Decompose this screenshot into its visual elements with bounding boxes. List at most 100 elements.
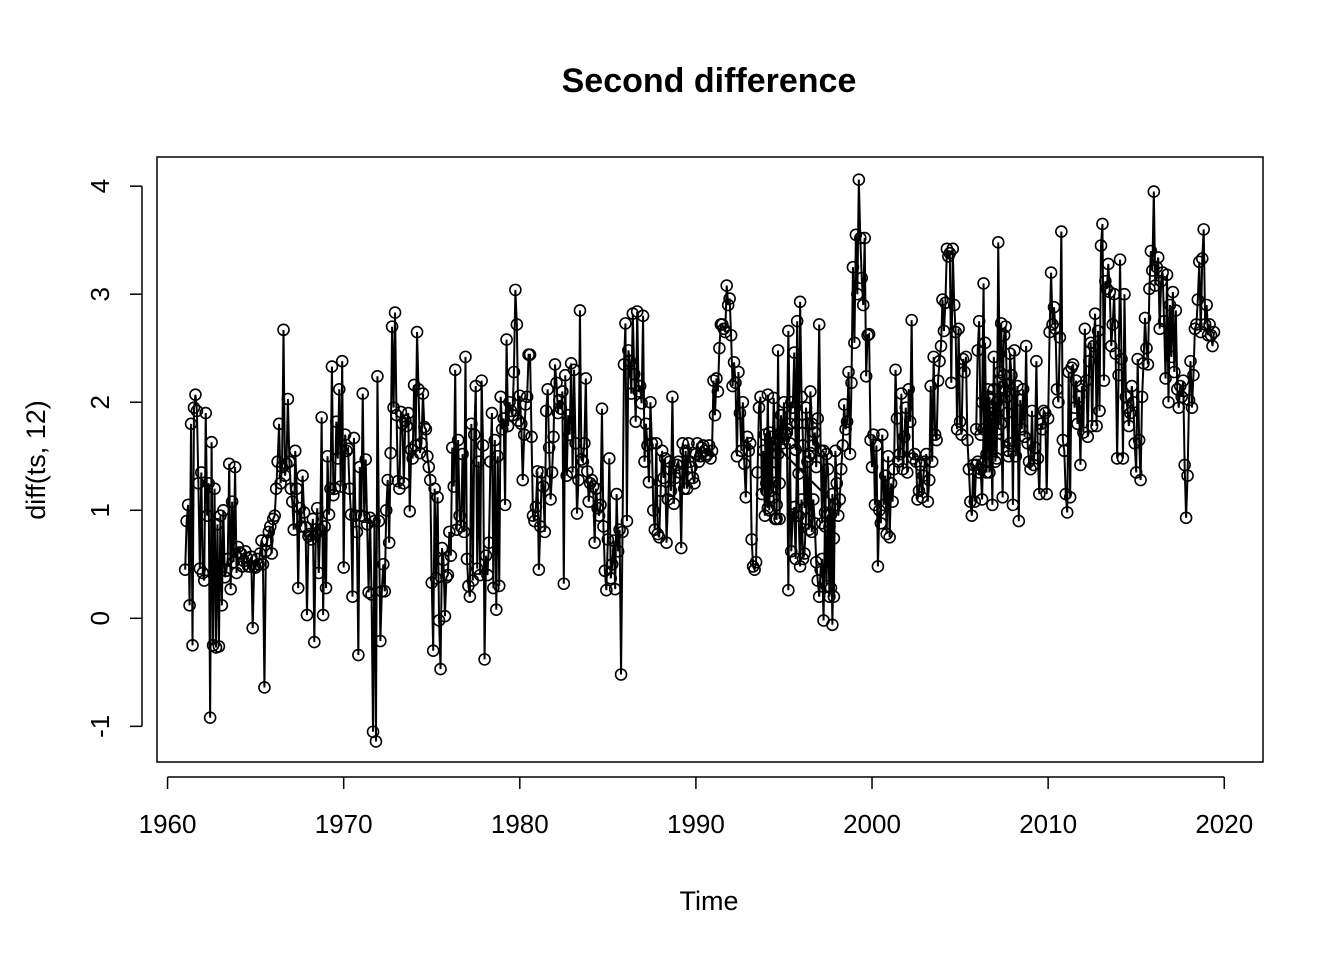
data-point [1085,419,1099,433]
data-point [563,428,576,441]
data-point [602,452,616,465]
data-point [855,271,869,285]
data-point [613,523,626,537]
data-point [557,577,571,591]
data-point [986,406,999,420]
data-point [934,339,948,353]
data-point [327,488,340,502]
data-point [578,436,591,450]
data-point [1181,469,1194,483]
data-point [359,453,372,466]
data-point [575,453,588,466]
data-point [261,534,274,547]
data-point [1090,419,1103,433]
data-point [890,412,904,425]
data-point [1052,395,1065,409]
data-point [494,390,508,404]
data-point [1200,298,1213,312]
data-point [779,428,792,441]
data-point [1081,430,1095,444]
data-point [542,441,556,454]
data-point [554,402,568,416]
data-point [309,527,323,541]
data-point [356,387,370,400]
data-point [802,449,816,463]
data-point [278,469,292,483]
data-point [884,476,898,490]
y-tick-label: 4 [85,179,115,193]
data-point [831,509,845,522]
data-point [839,422,852,436]
data-point [403,505,417,518]
data-point [567,363,581,377]
data-point [984,439,998,452]
data-point [767,391,781,405]
data-point [883,530,896,544]
data-point [416,387,430,400]
data-point [382,536,396,549]
data-point [978,336,992,350]
data-point [1113,253,1127,266]
data-point [319,581,333,595]
data-point [1021,436,1034,450]
data-point [789,443,803,457]
data-point [912,484,926,498]
data-point [350,525,364,539]
data-point [686,471,700,485]
data-point [470,562,484,575]
data-point [856,298,870,312]
data-point [736,395,750,409]
data-point [774,408,788,422]
data-point [510,318,524,331]
data-point [808,426,822,439]
data-point [918,455,932,468]
data-point [206,639,220,652]
data-point [288,444,302,458]
data-point [776,436,789,450]
data-point [570,507,584,520]
data-point [415,436,428,450]
data-point [306,512,320,526]
data-point [300,608,314,622]
x-tick-label: 2020 [1195,809,1253,839]
data-point [310,501,324,515]
data-point [999,320,1012,333]
data-point [597,520,610,533]
data-point [1134,473,1147,487]
data-point [944,376,958,390]
data-point [853,231,867,245]
data-point [187,401,201,414]
data-point [287,523,301,537]
data-point [1162,395,1175,409]
data-point [225,495,239,508]
data-point [184,417,198,431]
series-line [178,173,1221,748]
data-point [739,491,753,504]
data-point [352,648,365,662]
data-point [1193,255,1206,269]
data-point [676,436,689,450]
data-point [340,444,353,458]
data-point [561,408,575,422]
data-point [1168,365,1181,379]
data-point [308,635,321,649]
data-point [378,584,392,598]
data-point [1068,401,1081,414]
y-tick-label: 2 [85,395,115,409]
data-point [208,482,221,495]
data-point [482,536,496,549]
data-point [787,346,801,359]
data-point [732,365,745,379]
data-point [921,495,935,508]
data-point [688,476,701,490]
data-point [197,574,211,587]
data-point [258,681,271,694]
data-point [268,509,282,522]
data-point [332,382,346,396]
data-point [707,374,720,387]
data-point [965,509,979,522]
data-point [312,566,326,580]
data-point [833,493,847,506]
data-point [815,516,829,530]
